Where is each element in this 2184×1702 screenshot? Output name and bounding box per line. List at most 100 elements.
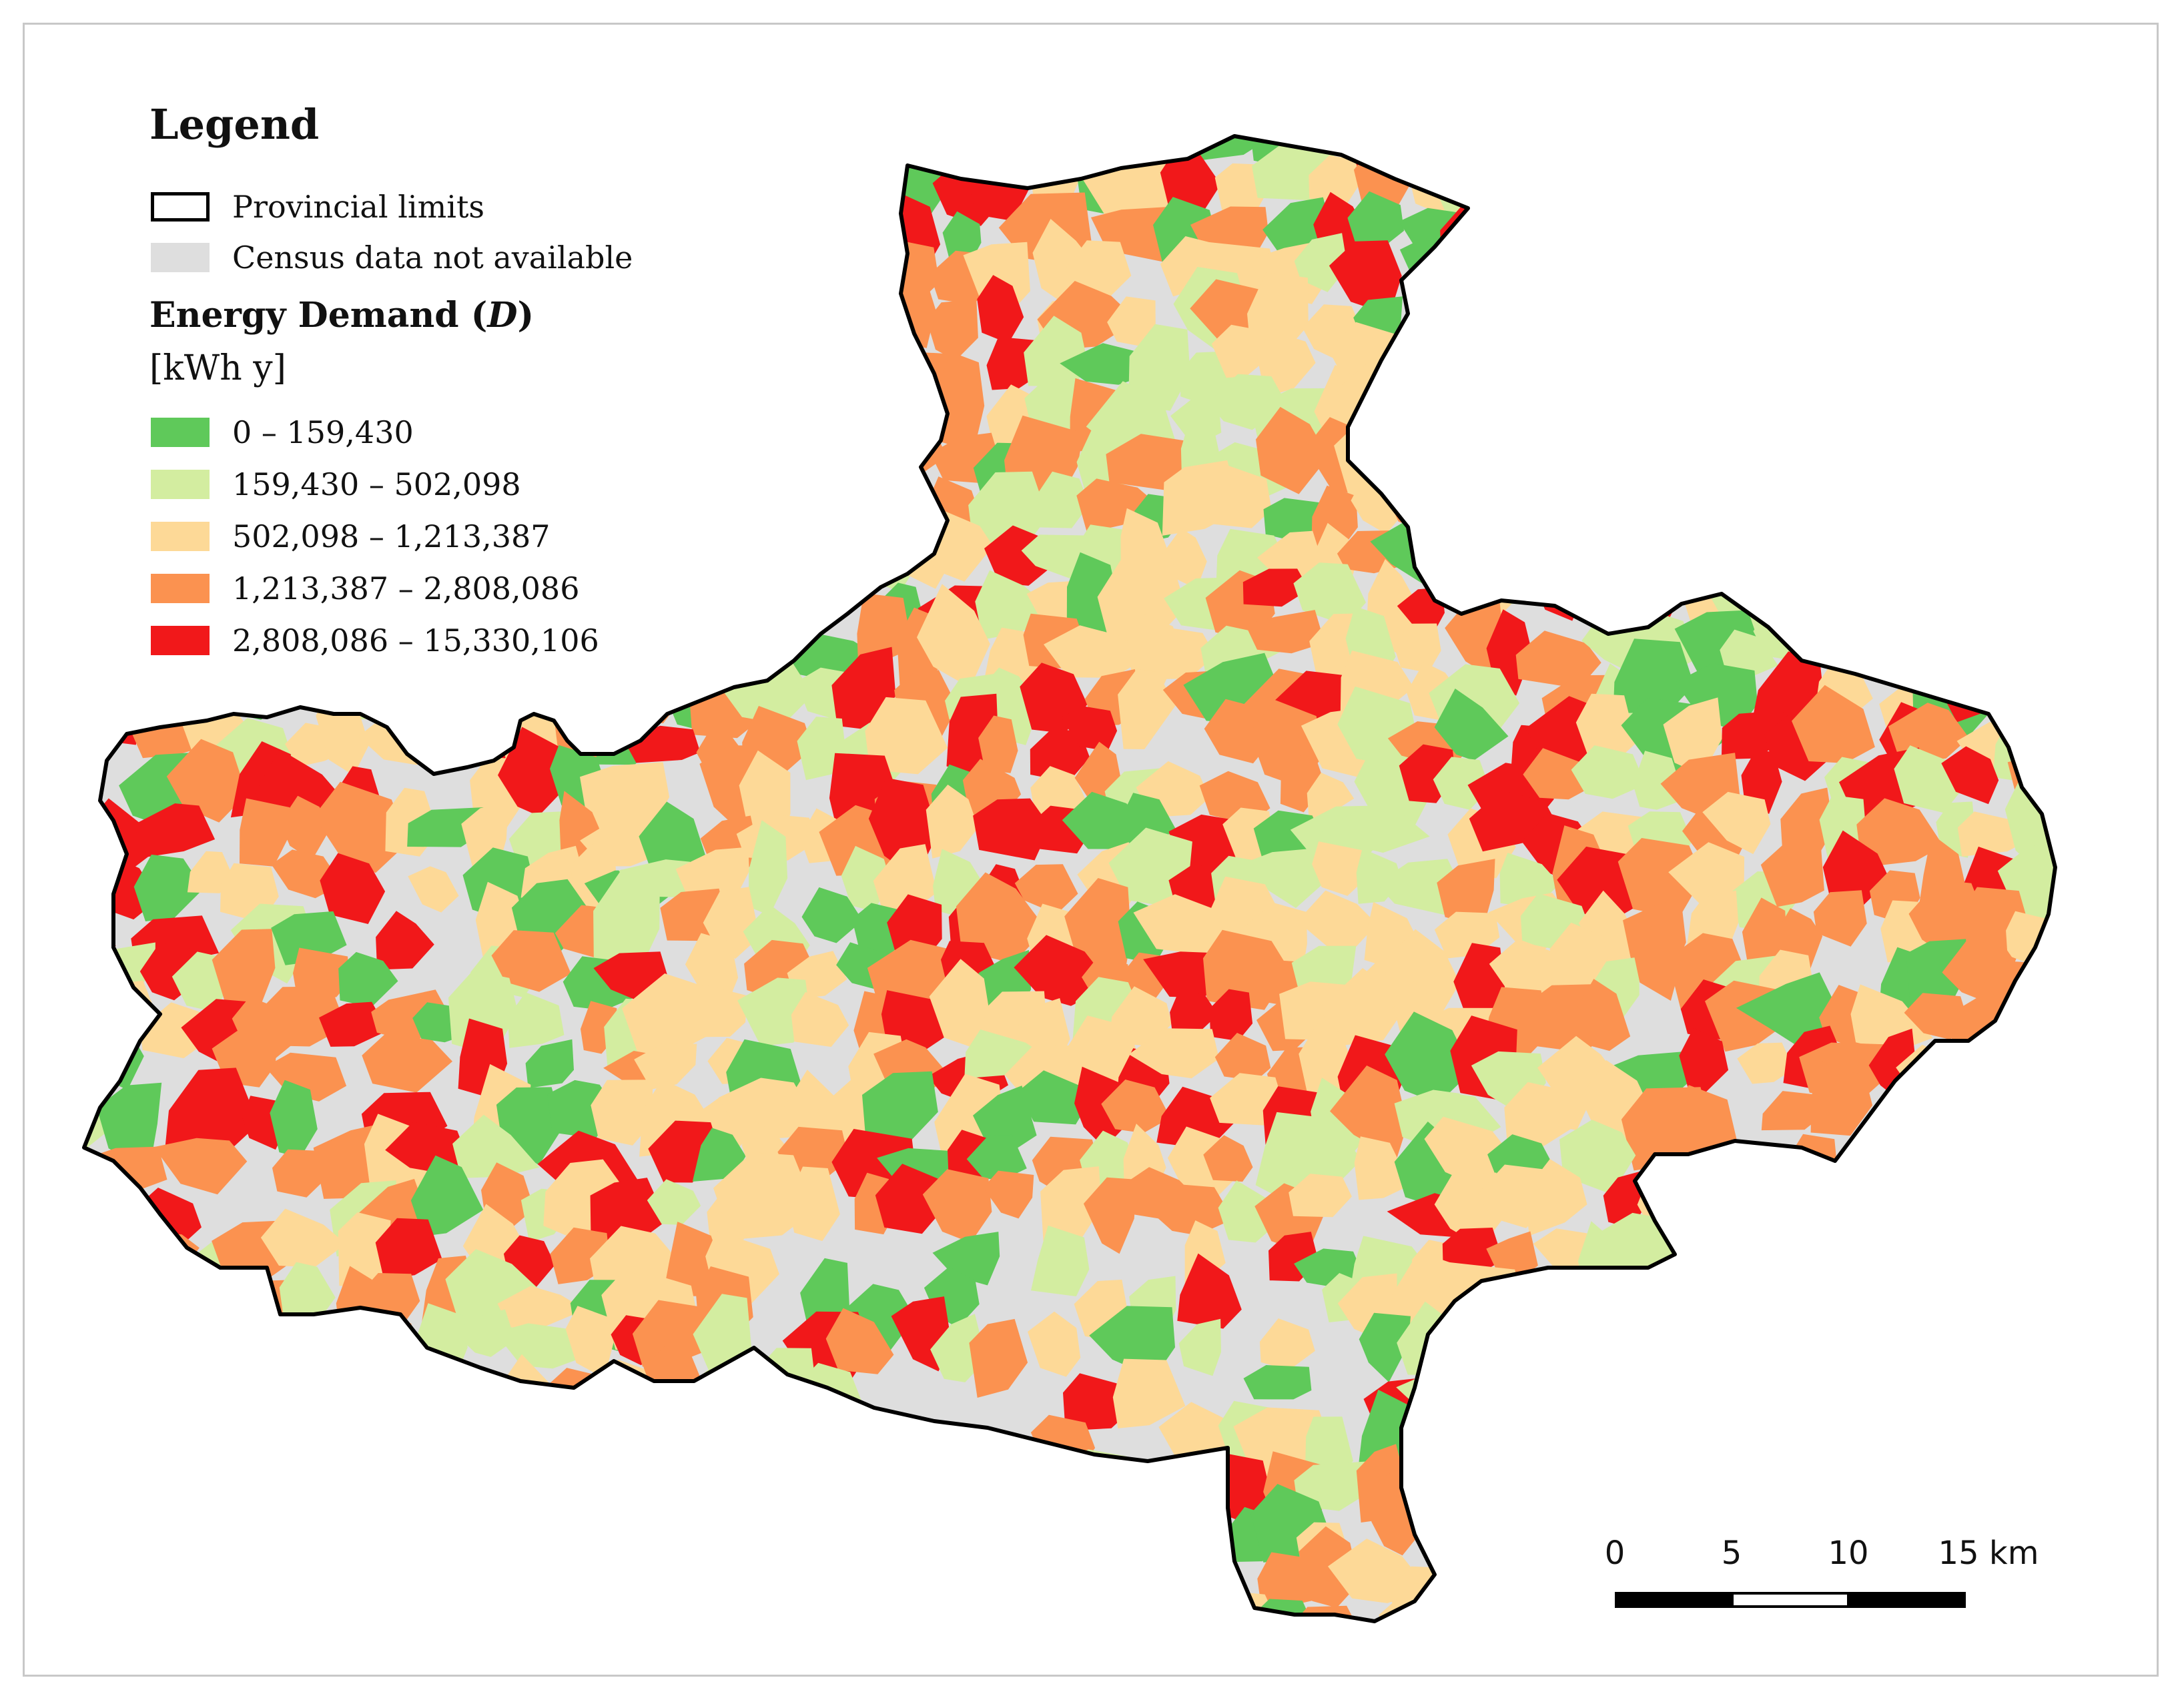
census-area-class-3	[1309, 155, 1363, 203]
census-area-class-3	[332, 352, 394, 406]
census-area-class-2	[643, 561, 719, 631]
census-area-class-2	[1955, 1218, 2031, 1306]
census-area-class-1	[84, 189, 96, 284]
census-area-class-2	[638, 1609, 705, 1621]
legend-swatch-class-4	[151, 574, 210, 603]
census-area-class-5	[1177, 1253, 1242, 1329]
census-area-class-5	[84, 376, 92, 430]
census-area-class-1	[1443, 1517, 1516, 1570]
census-area-class-1	[410, 1155, 484, 1236]
legend-heading: Energy Demand (D)	[149, 295, 534, 336]
census-area-class-1	[514, 1537, 565, 1621]
census-area-class-1	[633, 1454, 716, 1509]
census-area-class-4	[153, 1138, 248, 1195]
census-area-class-2	[747, 434, 807, 482]
census-area-class-4	[1866, 1468, 1946, 1534]
census-area-class-1	[1409, 1416, 1459, 1482]
census-area-class-3	[1810, 1410, 1871, 1472]
census-area-class-2	[84, 1463, 142, 1515]
census-area-class-3	[482, 352, 532, 401]
census-area-class-4	[699, 745, 759, 837]
legend-heading-close: )	[517, 295, 534, 336]
census-area-class-1	[1434, 689, 1509, 761]
census-area-class-4	[1762, 1426, 1835, 1513]
census-area-class-1	[688, 1538, 785, 1621]
census-area-class-4	[84, 663, 113, 733]
scale-segment-2	[1731, 1592, 1850, 1608]
census-area-class-4	[2001, 1244, 2055, 1336]
census-area-class-3	[1044, 625, 1143, 678]
census-area-class-1	[1119, 793, 1176, 845]
census-area-class-3	[243, 1306, 302, 1386]
scale-tick-0: 0	[1604, 1535, 1625, 1572]
census-area-class-4	[1530, 1462, 1597, 1538]
census-area-class-3	[84, 978, 87, 1042]
census-area-class-4	[1882, 424, 1928, 485]
census-area-class-4	[1573, 149, 1633, 217]
legend-title: Legend	[149, 100, 320, 149]
census-area-class-2	[279, 1262, 336, 1326]
census-area-class-2	[1590, 429, 1648, 488]
census-area-class-3	[557, 651, 613, 723]
census-area-class-1	[1774, 238, 1830, 318]
census-area-class-3	[493, 142, 562, 210]
census-area-class-2	[1454, 500, 1508, 605]
census-area-class-2	[1073, 1543, 1136, 1621]
census-area-class-4	[651, 460, 725, 534]
census-area-class-2	[1414, 1481, 1512, 1519]
census-area-class-3	[127, 1280, 184, 1342]
census-area-class-3	[718, 1078, 809, 1141]
census-area-class-3	[1307, 773, 1355, 820]
census-area-class-3	[1528, 1422, 1621, 1474]
census-area-class-2	[456, 1458, 546, 1527]
census-area-class-2	[508, 992, 565, 1048]
census-area-class-3	[713, 422, 775, 507]
census-area-class-4	[1773, 136, 1856, 162]
census-area-class-2	[1948, 305, 2033, 369]
census-area-class-4	[318, 1310, 378, 1370]
census-area-class-3	[388, 136, 486, 152]
census-area-class-4	[2025, 1075, 2055, 1142]
census-area-class-5	[1621, 1451, 1698, 1517]
census-area-class-2	[803, 1547, 850, 1593]
census-area-class-2	[2003, 386, 2055, 435]
census-area-class-2	[238, 1418, 292, 1458]
census-area-class-3	[2001, 991, 2047, 1051]
census-area-class-4	[314, 781, 408, 873]
census-area-class-3	[622, 973, 714, 1060]
census-area-class-4	[84, 1424, 167, 1474]
census-area-class-4	[1732, 1160, 1800, 1224]
census-area-class-1	[639, 136, 719, 165]
census-area-class-5	[875, 1164, 948, 1234]
census-area-class-4	[936, 352, 985, 452]
census-area-class-1	[932, 1232, 1000, 1286]
census-area-class-4	[1966, 1320, 2037, 1392]
census-area-class-3	[567, 340, 627, 422]
census-area-class-3	[688, 985, 747, 1037]
census-area-class-5	[1170, 987, 1218, 1038]
census-area-class-3	[875, 1547, 928, 1621]
census-area-class-1	[1385, 1011, 1473, 1104]
census-area-class-1	[551, 1514, 603, 1593]
census-area-class-3	[787, 1166, 840, 1242]
census-area-class-1	[87, 598, 129, 673]
census-area-class-3	[448, 136, 532, 163]
census-area-class-4	[595, 1416, 663, 1472]
census-area-class-5	[378, 136, 435, 191]
census-area-class-2	[1443, 415, 1509, 482]
census-area-class-3	[84, 472, 102, 560]
census-area-class-4	[1076, 478, 1161, 533]
census-area-class-4	[1577, 979, 1631, 1051]
census-area-class-5	[1541, 1366, 1587, 1418]
census-area-class-3	[1720, 1322, 1791, 1386]
census-area-class-5	[84, 893, 116, 975]
census-area-class-1	[403, 1584, 488, 1621]
legend-unit: [kWh y]	[149, 348, 286, 388]
census-area-class-1	[701, 462, 776, 528]
census-area-class-4	[1203, 1135, 1253, 1182]
census-area-class-4	[2000, 1152, 2055, 1198]
census-area-class-4	[1874, 301, 1942, 358]
census-area-class-4	[1878, 1224, 1932, 1284]
census-area-class-4	[1300, 136, 1366, 155]
census-area-class-5	[1720, 303, 1785, 350]
